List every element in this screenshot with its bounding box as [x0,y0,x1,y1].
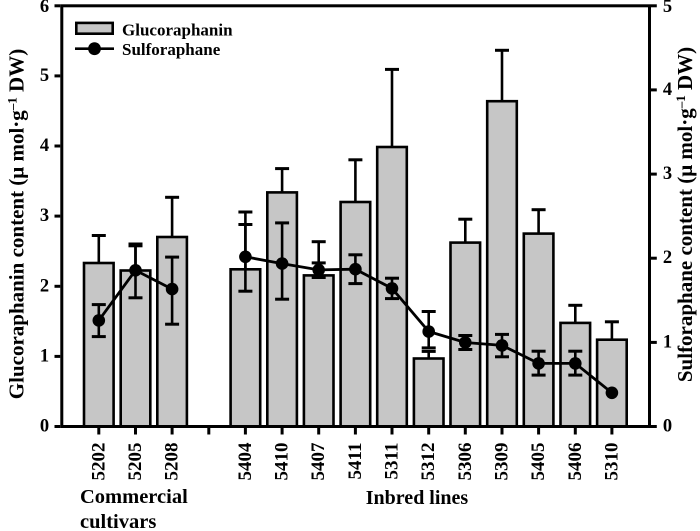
svg-text:2: 2 [40,276,49,296]
svg-text:Glucoraphanin: Glucoraphanin [122,20,233,39]
svg-text:5311: 5311 [382,443,403,480]
svg-text:5312: 5312 [418,443,439,481]
svg-text:6: 6 [40,0,49,17]
svg-text:5407: 5407 [308,442,329,481]
svg-text:Commercial: Commercial [80,486,188,508]
svg-text:5405: 5405 [528,443,549,481]
svg-text:4: 4 [663,80,672,100]
svg-text:0: 0 [663,417,672,437]
svg-text:Inbred lines: Inbred lines [366,487,469,509]
svg-text:1: 1 [40,346,49,366]
svg-text:5411: 5411 [345,443,366,480]
svg-text:5208: 5208 [162,443,183,481]
svg-text:4: 4 [40,136,49,156]
svg-text:5202: 5202 [88,443,109,481]
svg-text:5410: 5410 [272,443,293,481]
svg-text:5406: 5406 [565,443,586,481]
svg-text:3: 3 [663,164,672,184]
svg-text:5309: 5309 [492,443,513,481]
svg-text:Sulforaphane content (μ mol·g–: Sulforaphane content (μ mol·g–1 DW) [673,47,697,382]
svg-text:5310: 5310 [601,443,622,481]
svg-text:0: 0 [40,417,49,437]
svg-text:Sulforaphane: Sulforaphane [122,40,221,59]
svg-text:cultivars: cultivars [80,511,156,531]
svg-text:5: 5 [663,0,672,17]
svg-text:5306: 5306 [455,443,476,481]
svg-text:1: 1 [663,332,672,352]
svg-text:2: 2 [663,248,672,268]
svg-text:5404: 5404 [235,442,256,481]
svg-text:5: 5 [40,66,49,86]
svg-text:3: 3 [40,206,49,226]
svg-text:5205: 5205 [125,443,146,481]
